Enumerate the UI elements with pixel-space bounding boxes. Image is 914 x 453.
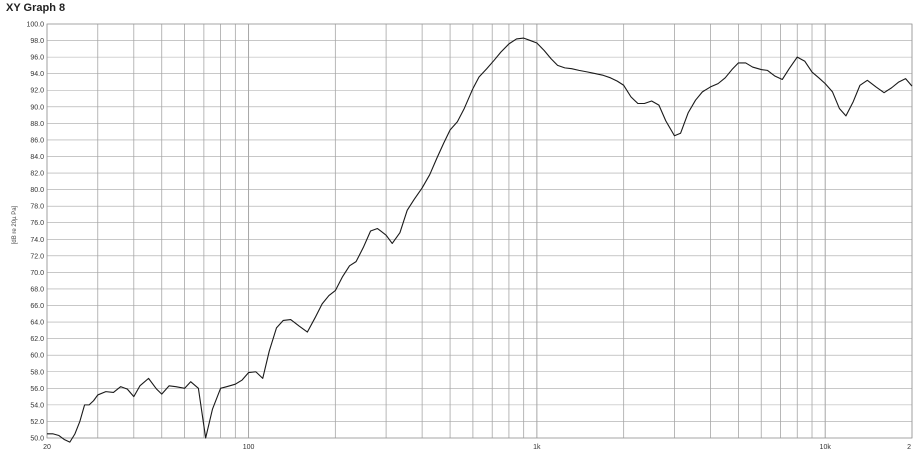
y-tick-label: 86.0 — [30, 137, 44, 144]
y-tick-label: 76.0 — [30, 220, 44, 227]
y-tick-label: 74.0 — [30, 237, 44, 244]
y-tick-label: 50.0 — [30, 436, 44, 443]
y-tick-label: 70.0 — [30, 270, 44, 277]
y-tick-label: 62.0 — [30, 336, 44, 343]
y-tick-label: 52.0 — [30, 419, 44, 426]
x-tick-label: 100 — [243, 444, 255, 451]
x-tick-label: 2 — [907, 444, 911, 451]
y-tick-label: 100.0 — [26, 22, 44, 29]
x-tick-label: 10k — [820, 444, 832, 451]
y-tick-label: 98.0 — [30, 38, 44, 45]
y-tick-label: 94.0 — [30, 71, 44, 78]
y-tick-label: 54.0 — [30, 402, 44, 409]
y-tick-label: 60.0 — [30, 353, 44, 360]
y-tick-label: 92.0 — [30, 88, 44, 95]
graph-title: XY Graph 8 — [6, 2, 66, 14]
y-tick-label: 56.0 — [30, 386, 44, 393]
y-tick-label: 68.0 — [30, 286, 44, 293]
y-tick-label: 78.0 — [30, 204, 44, 211]
y-tick-label: 66.0 — [30, 303, 44, 310]
y-tick-label: 88.0 — [30, 121, 44, 128]
y-tick-label: 90.0 — [30, 104, 44, 111]
y-tick-label: 96.0 — [30, 55, 44, 62]
y-tick-label: 84.0 — [30, 154, 44, 161]
series-line — [47, 37, 913, 443]
x-tick-label: 20 — [43, 444, 51, 451]
x-tick-label: 1k — [533, 444, 541, 451]
y-tick-label: 80.0 — [30, 187, 44, 194]
plot-frame — [46, 23, 913, 439]
y-tick-label: 82.0 — [30, 171, 44, 178]
y-tick-label: 64.0 — [30, 320, 44, 327]
y-tick-label: 72.0 — [30, 253, 44, 260]
y-tick-label: 58.0 — [30, 369, 44, 376]
